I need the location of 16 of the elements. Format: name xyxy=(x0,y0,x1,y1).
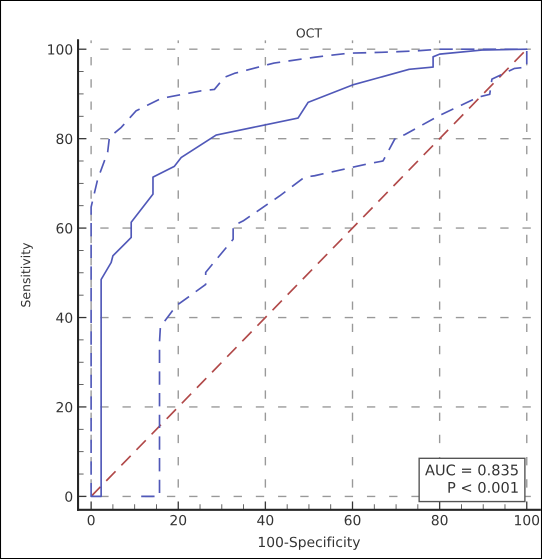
chart-title: OCT xyxy=(296,28,322,38)
annotation: AUC = 0.835 P < 0.001 xyxy=(425,464,518,493)
y-tick-label: 0 xyxy=(65,491,72,502)
x-tick-label: 20 xyxy=(170,514,186,526)
x-tick-label: 60 xyxy=(344,514,360,526)
x-tick-label: 100 xyxy=(515,514,540,526)
x-axis-title: 100-Specificity xyxy=(258,536,360,550)
y-tick-label: 100 xyxy=(48,44,72,55)
y-tick-label: 20 xyxy=(56,402,72,412)
y-tick-label: 80 xyxy=(56,134,72,144)
x-tick-label: 0 xyxy=(88,514,95,526)
y-axis-title: Sensitivity xyxy=(20,242,33,307)
x-tick-label: 40 xyxy=(257,514,274,526)
x-tick-label: 80 xyxy=(432,514,448,526)
y-tick-label: 60 xyxy=(56,223,72,234)
y-tick-label: 40 xyxy=(56,312,72,323)
